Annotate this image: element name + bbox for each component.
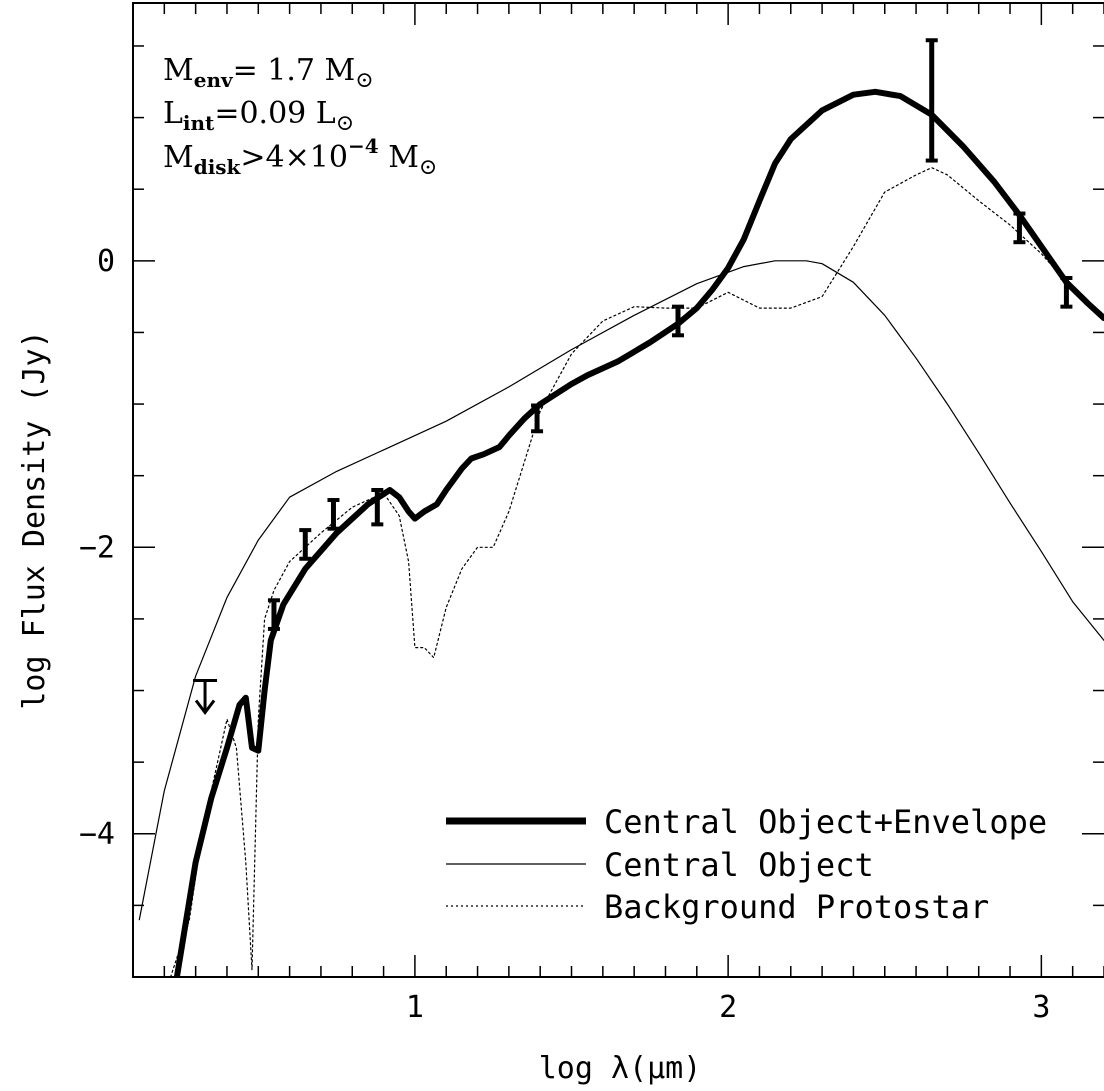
- x-tick-label: 2: [719, 990, 737, 1025]
- legend: Central Object+Envelope Central Object B…: [446, 803, 1047, 926]
- error-bar: [299, 528, 312, 561]
- curves-layer: [138, 88, 1104, 977]
- error-bar: [267, 598, 280, 631]
- y-tick-label: −4: [79, 817, 115, 852]
- legend-label-central: Central Object: [604, 846, 874, 884]
- error-bar: [925, 38, 938, 163]
- error-bar: [327, 498, 340, 531]
- disk-mass-label: Mdisk>4×10−4 M⊙: [163, 134, 437, 180]
- y-tick-label: 0: [97, 244, 115, 279]
- plot-frame: [132, 2, 1104, 978]
- error-bar: [672, 304, 685, 338]
- axes-layer: 1 2 3 0 −2 −4: [79, 2, 1104, 1025]
- series-2-curve: [138, 260, 1104, 921]
- error-bar: [531, 403, 544, 434]
- y-axis-title: log Flux Density (Jy): [17, 330, 52, 709]
- internal-luminosity-label: Lint=0.09 L⊙: [163, 96, 354, 136]
- series-1-curve: [173, 88, 1104, 977]
- error-bars-layer: [193, 38, 1073, 716]
- x-tick-label: 3: [1032, 990, 1050, 1025]
- upper-limit-arrow: [193, 679, 218, 716]
- x-axis-title: log λ(μm): [539, 1051, 702, 1086]
- legend-label-background: Background Protostar: [604, 888, 989, 926]
- legend-label-total: Central Object+Envelope: [604, 803, 1047, 841]
- series-3-curve: [170, 167, 1104, 977]
- parameter-annotations: Menv= 1.7 M⊙ Lint=0.09 L⊙ Mdisk>4×10−4 M…: [163, 53, 437, 180]
- error-bar: [1013, 211, 1026, 245]
- error-bar: [1060, 276, 1073, 309]
- envelope-mass-label: Menv= 1.7 M⊙: [163, 53, 374, 93]
- error-bar: [371, 488, 384, 527]
- y-tick-label: −2: [79, 530, 115, 565]
- x-tick-label: 1: [406, 990, 424, 1025]
